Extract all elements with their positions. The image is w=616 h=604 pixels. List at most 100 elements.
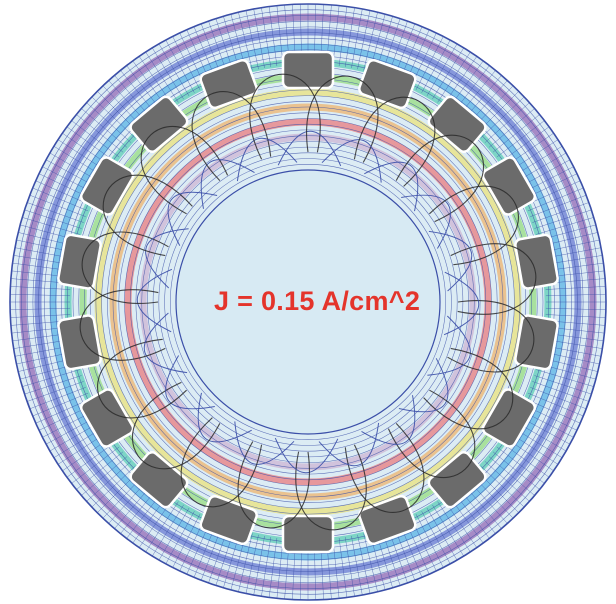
slot-body (358, 494, 417, 546)
mesh-ring (141, 135, 475, 469)
mesh-radial (525, 398, 581, 424)
mesh-radial (480, 96, 525, 139)
mesh-radial (172, 36, 201, 91)
mesh-radial (10, 307, 71, 311)
slot-body (57, 314, 102, 371)
mesh-radial (22, 369, 80, 387)
slot (281, 514, 335, 554)
slot (358, 494, 417, 546)
slot-body (79, 388, 135, 448)
stator-slots (57, 50, 559, 554)
slot (129, 95, 189, 153)
mesh-radial (488, 108, 535, 148)
mesh-radial (500, 441, 550, 478)
inner-flux-line (443, 271, 480, 336)
slot (57, 233, 102, 290)
mesh-radial (245, 534, 259, 594)
mesh-radial (536, 217, 594, 235)
mesh-radial (432, 504, 464, 557)
flux-line (81, 231, 169, 304)
slot-body (427, 451, 487, 509)
mesh-radial (238, 533, 253, 592)
mesh-radial (415, 513, 444, 568)
mesh-radial (245, 10, 259, 70)
mesh-radial (357, 534, 371, 594)
contour-band (124, 118, 492, 486)
mesh-radial (172, 513, 201, 568)
slot-body (514, 314, 559, 371)
contour-band (139, 133, 477, 471)
inner-flux-line (321, 139, 382, 183)
slot-body (199, 58, 258, 110)
flux-line (295, 444, 367, 531)
inner-flux-line (200, 159, 255, 209)
slot-body (514, 233, 559, 290)
inner-flux-line (361, 395, 416, 445)
mesh-radial (488, 456, 535, 496)
inner-flux-line (145, 228, 189, 289)
inner-flux-line (427, 315, 471, 376)
mesh-radial (145, 501, 179, 553)
slot (199, 58, 258, 110)
flux-line (79, 289, 166, 361)
inner-flux-line (274, 437, 339, 474)
mesh-radial (426, 43, 458, 97)
slot (358, 58, 417, 110)
slot (481, 156, 537, 216)
slot-body (481, 388, 537, 448)
inner-flux-line (364, 161, 419, 212)
mesh-radial (86, 461, 132, 502)
mesh-radial (344, 537, 355, 597)
slot-body (199, 494, 258, 546)
mesh-radial (500, 126, 550, 163)
slot-body (129, 95, 189, 153)
flux-line (97, 338, 187, 419)
mesh-radial (426, 507, 458, 561)
mesh-radial (261, 537, 272, 597)
mesh-radial (238, 12, 253, 71)
mesh-radial (152, 504, 184, 557)
mesh-radial (276, 538, 284, 599)
mesh-radial (344, 7, 355, 67)
mesh-radial (532, 202, 589, 223)
mesh-radial (527, 392, 584, 417)
mesh-ring (107, 101, 509, 503)
inner-flux-line (401, 194, 451, 249)
slot-body (129, 451, 189, 509)
mesh-radial (91, 96, 136, 139)
mesh-radial (165, 511, 195, 565)
mesh-ring (164, 158, 452, 446)
mesh-radial (66, 441, 116, 478)
mesh-radial (437, 51, 471, 103)
flux-line (344, 423, 425, 513)
slot (514, 314, 559, 371)
flux-line (140, 125, 229, 215)
mesh-radial (534, 209, 592, 229)
mesh-radial (545, 314, 606, 318)
mesh-radial (432, 47, 464, 100)
flux-line (237, 441, 310, 529)
mesh-ring (95, 89, 521, 515)
mesh-radial (484, 461, 530, 502)
mesh-radial (484, 102, 530, 143)
inner-flux-line (167, 191, 218, 246)
mesh-radial (165, 39, 195, 93)
mesh-radial (32, 392, 89, 417)
mesh-radial (29, 194, 86, 217)
slot (481, 388, 537, 448)
mesh-radial (10, 286, 71, 290)
flux-line (180, 417, 263, 508)
mesh-ring (147, 141, 469, 463)
mesh-radial (492, 451, 540, 490)
inner-bore (175, 169, 441, 435)
mesh-radial (10, 314, 71, 318)
mesh-radial (351, 8, 363, 69)
mesh-radial (35, 398, 91, 424)
mesh-radial (158, 507, 190, 561)
mesh-radial (421, 511, 451, 565)
flux-line (306, 75, 379, 163)
flux-lines (79, 73, 537, 531)
inner-flux-line (165, 355, 215, 410)
mesh-radial (29, 387, 86, 410)
mesh-radial (357, 10, 371, 70)
